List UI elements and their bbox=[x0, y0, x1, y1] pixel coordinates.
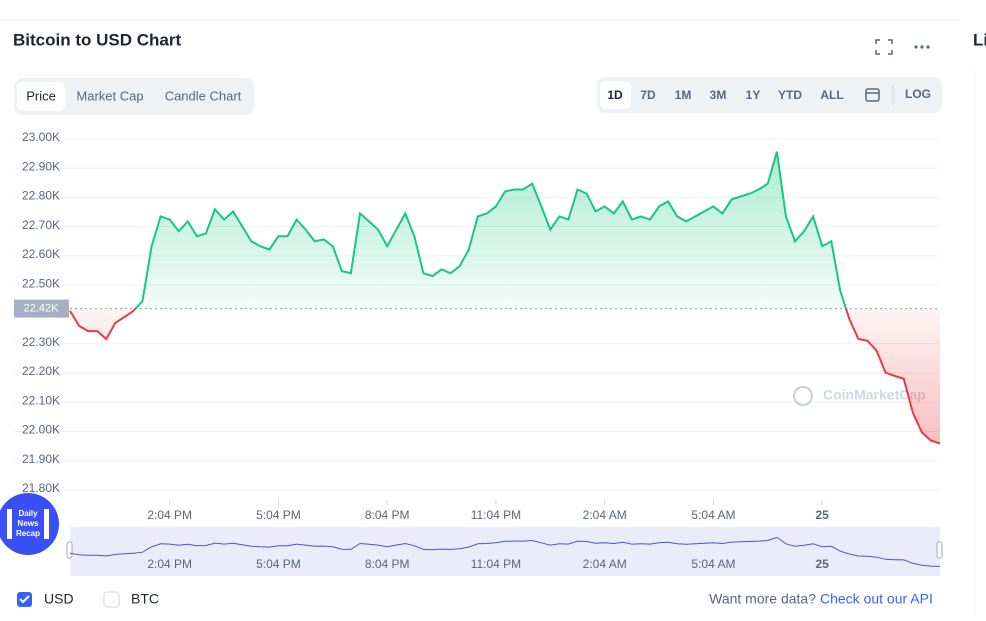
y-tick-label: 22.60K bbox=[22, 247, 60, 261]
x-tick-label: 2:04 PM bbox=[147, 508, 192, 522]
nav-handle[interactable] bbox=[936, 541, 943, 559]
nav-tick-label: 2:04 AM bbox=[583, 557, 627, 571]
range[interactable]: 7D bbox=[640, 88, 656, 102]
y-tick-label: 22.50K bbox=[22, 276, 60, 290]
y-tick-label: 22.10K bbox=[22, 393, 60, 407]
currency-label: USD bbox=[44, 591, 74, 607]
tab-active bbox=[17, 82, 65, 111]
badge-text: Recap bbox=[16, 529, 40, 538]
x-tick-label: 11:04 PM bbox=[471, 508, 521, 522]
y-tick-label: 22.80K bbox=[22, 189, 60, 203]
y-tick-label: 23.00K bbox=[22, 130, 60, 144]
range[interactable]: 1D bbox=[607, 88, 623, 102]
nav-handle[interactable] bbox=[66, 541, 73, 559]
x-tick-label: 5:04 PM bbox=[256, 508, 301, 522]
y-tick-label: 21.90K bbox=[22, 452, 60, 466]
more-icon[interactable] bbox=[914, 45, 930, 49]
api-link[interactable]: Check out our API bbox=[820, 591, 933, 607]
nav-tick-label: 11:04 PM bbox=[471, 557, 521, 571]
watermark-logo bbox=[793, 386, 813, 406]
range-group bbox=[597, 77, 942, 113]
nav-tick-label: 25 bbox=[816, 557, 830, 571]
check-mark bbox=[19, 595, 30, 604]
range[interactable]: 3M bbox=[710, 88, 727, 102]
x-tick-label: 25 bbox=[816, 508, 830, 522]
navigator bbox=[70, 527, 940, 576]
y-tick-label: 22.20K bbox=[22, 364, 60, 378]
checkbox[interactable] bbox=[103, 591, 120, 608]
reference-label: 22.42K bbox=[24, 302, 60, 314]
x-tick-label: 8:04 PM bbox=[365, 508, 410, 522]
badge-film bbox=[7, 509, 12, 539]
range[interactable]: ALL bbox=[820, 88, 843, 102]
log-toggle[interactable]: LOG bbox=[905, 87, 931, 101]
tab-group bbox=[14, 78, 254, 115]
nav-tick-label: 2:04 PM bbox=[147, 557, 192, 571]
nav-tick-label: 5:04 AM bbox=[691, 557, 735, 571]
calendar-icon[interactable] bbox=[865, 88, 880, 102]
range[interactable]: 1M bbox=[675, 88, 692, 102]
chart-title: Bitcoin to USD Chart bbox=[13, 30, 181, 49]
y-tick-label: 22.00K bbox=[22, 423, 60, 437]
range[interactable]: YTD bbox=[778, 88, 802, 102]
range-active bbox=[600, 81, 631, 109]
y-tick-label: 22.90K bbox=[22, 159, 60, 173]
y-tick-label: 22.30K bbox=[22, 335, 60, 349]
range[interactable]: 1Y bbox=[746, 88, 761, 102]
price-area bbox=[70, 151, 940, 444]
y-tick-label: 21.80K bbox=[22, 481, 60, 495]
currency-label: BTC bbox=[131, 591, 159, 607]
reference-tag bbox=[14, 299, 69, 318]
tab[interactable]: Candle Chart bbox=[165, 88, 242, 103]
price-line bbox=[69, 151, 941, 445]
badge-film bbox=[44, 509, 49, 539]
badge-text: Daily bbox=[18, 509, 38, 518]
y-tick-label: 22.70K bbox=[22, 218, 60, 232]
nav-tick-label: 5:04 PM bbox=[256, 557, 301, 571]
navigator-line bbox=[69, 536, 941, 567]
tab[interactable]: Market Cap bbox=[76, 88, 143, 103]
watermark: CoinMarketCap bbox=[823, 387, 926, 403]
footer-prompt: Want more data? bbox=[709, 591, 816, 607]
nav-tick-label: 8:04 PM bbox=[365, 557, 410, 571]
x-tick-label: 2:04 AM bbox=[583, 508, 627, 522]
tab[interactable]: Price bbox=[26, 88, 56, 103]
badge[interactable] bbox=[0, 493, 59, 555]
x-tick-label: 5:04 AM bbox=[691, 508, 735, 522]
fullscreen-icon[interactable] bbox=[875, 39, 893, 55]
cut-title: Li bbox=[973, 30, 986, 49]
badge-text: News bbox=[18, 519, 39, 528]
